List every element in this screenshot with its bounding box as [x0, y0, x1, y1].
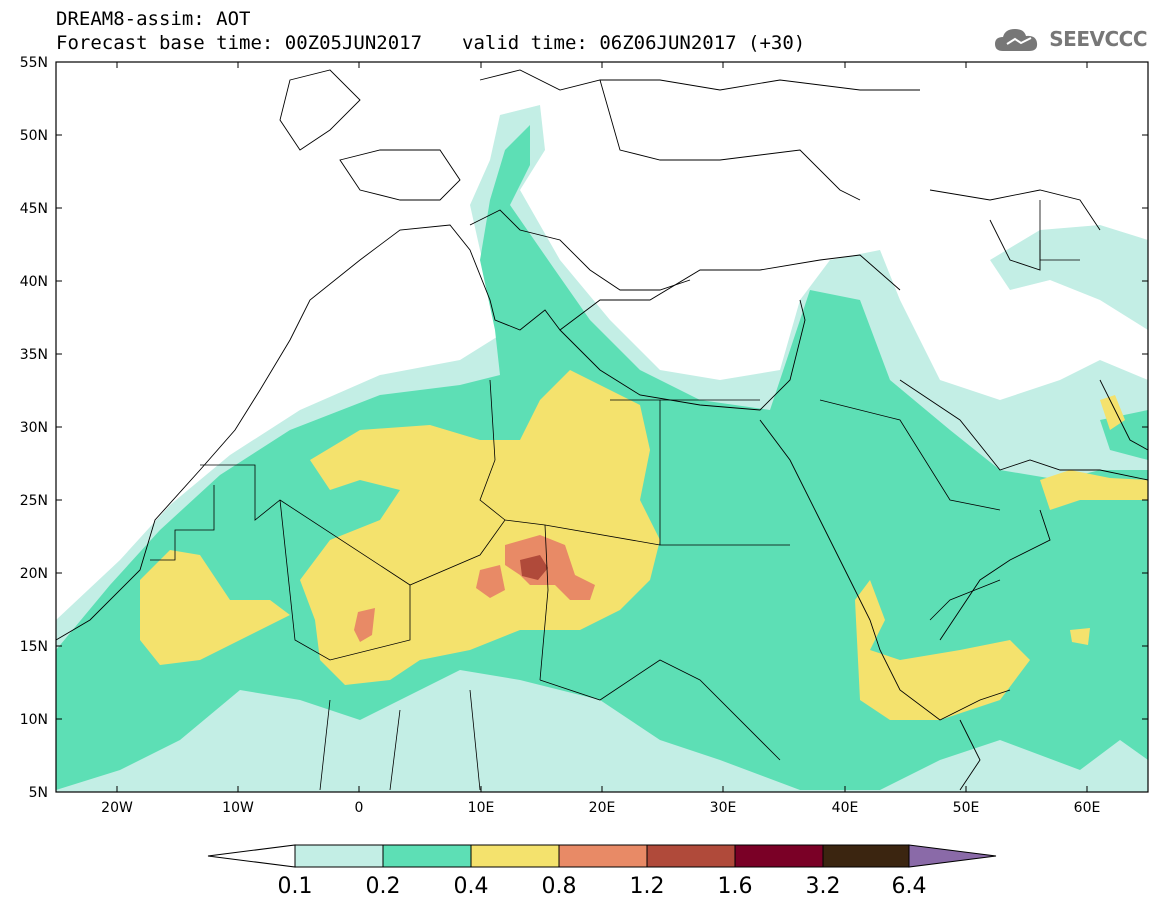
lon-tick-label: 40E	[832, 800, 859, 816]
colorbar-level: 0.8	[542, 874, 577, 899]
lat-tick-label: 5N	[29, 785, 48, 801]
colorbar-swatch	[470, 844, 560, 868]
lon-tick-label: 10W	[222, 800, 254, 816]
lat-tick-label: 25N	[20, 493, 48, 509]
lat-tick-label: 50N	[20, 128, 48, 144]
colorbar-level: 3.2	[806, 874, 841, 899]
lon-tick-label: 0	[355, 800, 364, 816]
colorbar-swatch	[734, 844, 824, 868]
colorbar-swatch	[382, 844, 472, 868]
aot-fill-1.2-1.6	[520, 555, 548, 580]
colorbar-labels: 0.1 0.2 0.4 0.8 1.2 1.6 3.2 6.4	[278, 874, 927, 899]
logo-text: SEEVCCC	[1049, 27, 1147, 51]
chart-title: DREAM8-assim: AOT	[56, 8, 251, 30]
colorbar-level: 0.2	[366, 874, 401, 899]
lon-tick-label: 20W	[101, 800, 133, 816]
colorbar-swatch	[822, 844, 910, 868]
colorbar-swatch	[646, 844, 736, 868]
lat-tick-label: 30N	[20, 420, 48, 436]
colorbar	[207, 844, 997, 868]
colorbar-swatch	[294, 844, 384, 868]
lat-tick-label: 40N	[20, 274, 48, 290]
lat-axis: 55N 50N 45N 40N 35N 30N 25N 20N 15N 10N …	[20, 55, 1148, 801]
base-time: Forecast base time: 00Z05JUN2017	[56, 32, 423, 54]
lon-tick-label: 30E	[710, 800, 737, 816]
lon-tick-label: 60E	[1074, 800, 1101, 816]
country-borders	[150, 200, 1080, 791]
colorbar-swatch	[558, 844, 648, 868]
cloud-icon	[995, 29, 1038, 51]
chart-subtitle: Forecast base time: 00Z05JUN2017 valid ti…	[56, 32, 805, 54]
map-area	[56, 62, 1148, 792]
colorbar-above-arrow	[908, 844, 997, 868]
colorbar-level: 1.6	[718, 874, 753, 899]
lon-tick-label: 20E	[589, 800, 616, 816]
lon-tick-label: 10E	[468, 800, 495, 816]
seevccc-logo: SEEVCCC	[993, 24, 1147, 54]
valid-time: valid time: 06Z06JUN2017 (+30)	[462, 32, 806, 54]
aot-fill-0.8-1.2	[354, 535, 595, 642]
lat-tick-label: 15N	[20, 639, 48, 655]
aot-fill-0.4-0.8	[140, 370, 1148, 720]
lat-tick-label: 45N	[20, 201, 48, 217]
lat-tick-label: 20N	[20, 566, 48, 582]
lat-tick-label: 10N	[20, 712, 48, 728]
lon-axis: 20W 10W 0 10E 20E 30E 40E 50E 60E	[101, 62, 1100, 816]
colorbar-level: 0.1	[278, 874, 313, 899]
colorbar-level: 1.2	[630, 874, 665, 899]
lat-tick-label: 35N	[20, 347, 48, 363]
lat-tick-label: 55N	[20, 55, 48, 71]
colorbar-level: 6.4	[892, 874, 927, 899]
lon-tick-label: 50E	[953, 800, 980, 816]
colorbar-below-arrow	[207, 844, 296, 868]
coastlines	[56, 69, 1148, 791]
colorbar-level: 0.4	[454, 874, 489, 899]
